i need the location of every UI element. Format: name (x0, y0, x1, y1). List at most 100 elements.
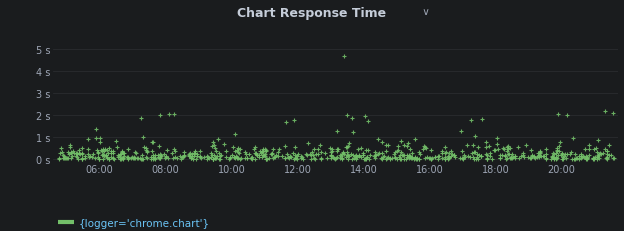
Point (378, 157, 388, 161)
Point (536, 154, 546, 158)
Point (443, 154, 453, 158)
Point (150, 154, 160, 157)
Point (57, 151, 67, 155)
Point (471, 157, 481, 161)
Point (487, 157, 497, 161)
Point (150, 157, 160, 161)
Point (207, 153, 217, 157)
Point (582, 157, 592, 161)
Point (128, 156, 138, 160)
Point (470, 135, 480, 139)
Point (559, 154, 569, 158)
Point (211, 149, 221, 153)
Point (246, 157, 256, 160)
Point (383, 143, 393, 147)
Point (547, 155, 557, 158)
Point (459, 153, 469, 157)
Point (359, 157, 369, 161)
Point (578, 154, 588, 158)
Point (131, 152, 141, 155)
Point (457, 156, 467, 160)
Point (568, 137, 578, 141)
Point (109, 157, 119, 161)
Point (510, 155, 520, 158)
Point (336, 155, 346, 158)
Point (261, 157, 271, 161)
Point (286, 156, 296, 160)
Point (163, 112, 173, 116)
Point (396, 140, 406, 143)
Point (426, 157, 436, 161)
Point (118, 157, 128, 161)
Point (348, 154, 358, 158)
Point (584, 154, 594, 158)
Point (363, 149, 373, 153)
Point (418, 148, 428, 152)
Point (116, 153, 126, 156)
Point (420, 145, 430, 149)
Point (112, 145, 122, 149)
Point (292, 155, 302, 158)
Point (326, 154, 336, 158)
Point (209, 153, 219, 157)
Point (320, 152, 330, 155)
Point (196, 156, 206, 160)
Point (341, 155, 351, 159)
Point (190, 155, 200, 158)
Point (316, 150, 326, 154)
Point (92, 150, 102, 154)
Point (290, 154, 300, 157)
Point (405, 156, 415, 159)
Point (153, 154, 163, 157)
Point (593, 153, 603, 157)
Point (240, 151, 250, 154)
Point (534, 153, 544, 157)
Point (135, 156, 145, 160)
Point (389, 150, 399, 154)
Point (276, 155, 286, 159)
Point (369, 157, 379, 161)
Point (147, 149, 157, 153)
Point (224, 157, 234, 161)
Point (363, 120, 373, 124)
Point (316, 157, 326, 160)
Point (351, 157, 361, 161)
Point (516, 155, 526, 158)
Point (214, 151, 224, 155)
Point (596, 152, 606, 156)
Point (310, 157, 320, 161)
Point (62, 156, 72, 160)
Point (208, 141, 218, 144)
Point (414, 157, 424, 161)
Point (329, 157, 339, 160)
Point (527, 153, 537, 157)
Point (397, 153, 407, 157)
Point (115, 152, 125, 156)
Point (529, 156, 539, 159)
Point (440, 157, 450, 161)
Point (127, 156, 137, 160)
Point (328, 150, 338, 153)
Point (122, 148, 132, 151)
Point (250, 157, 260, 161)
Point (241, 156, 251, 160)
Point (332, 149, 342, 153)
Point (495, 157, 505, 161)
Point (246, 156, 256, 160)
Point (584, 144, 594, 147)
Point (91, 137, 101, 140)
Point (358, 154, 368, 158)
Point (142, 150, 152, 154)
Point (402, 155, 412, 159)
Point (440, 157, 450, 161)
Point (98, 148, 108, 152)
Point (97, 149, 107, 153)
Point (402, 145, 412, 149)
Point (429, 155, 439, 159)
Point (602, 150, 612, 154)
Point (169, 148, 179, 152)
Point (525, 157, 535, 161)
Point (273, 154, 283, 158)
Point (119, 155, 129, 158)
Point (192, 152, 202, 156)
